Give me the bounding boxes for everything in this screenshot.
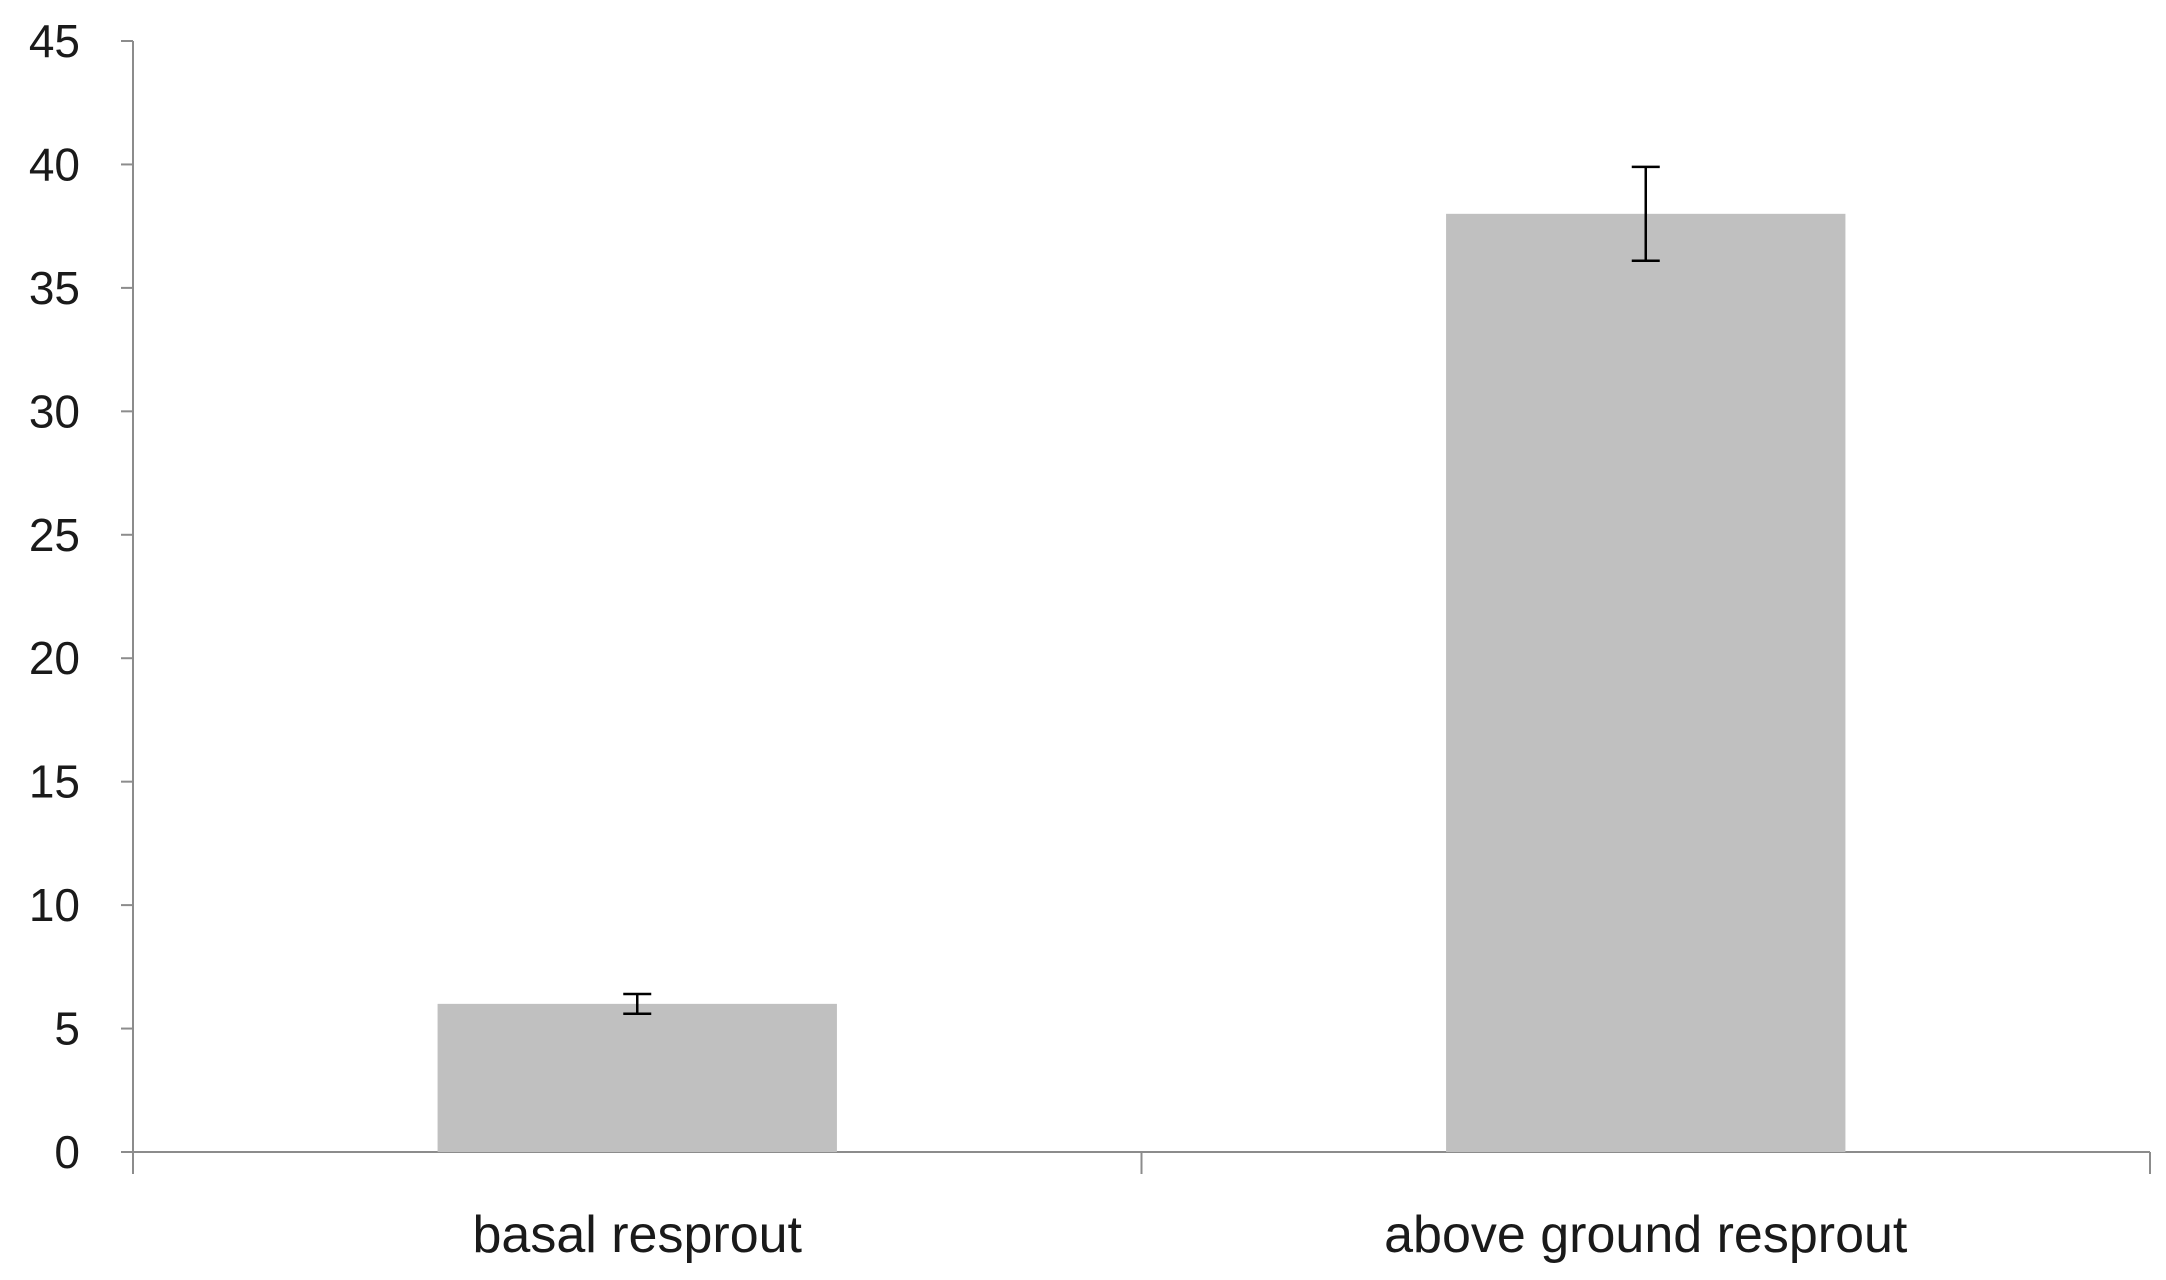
axes [121, 40, 2151, 1174]
y-tick-label: 20 [29, 632, 80, 684]
y-tick-label: 30 [29, 385, 80, 437]
x-category-label: above ground resprout [1384, 1206, 1908, 1264]
y-tick-label: 10 [29, 879, 80, 931]
y-tick-label: 5 [54, 1003, 80, 1055]
bar [437, 1003, 837, 1152]
y-tick-label: 45 [29, 15, 80, 67]
y-tick-label: 40 [29, 138, 80, 190]
y-tick-label: 15 [29, 756, 80, 808]
y-tick-label: 0 [54, 1126, 80, 1178]
bar [1446, 213, 1846, 1153]
y-tick-label: 35 [29, 262, 80, 314]
y-tick-label: 25 [29, 509, 80, 561]
error-bars [623, 165, 1660, 1015]
bars [437, 213, 1846, 1153]
axis-labels: 0 5 10 15 20 25 30 35 40 45 basal resprout above gr… [29, 15, 1908, 1264]
x-category-label: basal resprout [472, 1206, 802, 1264]
